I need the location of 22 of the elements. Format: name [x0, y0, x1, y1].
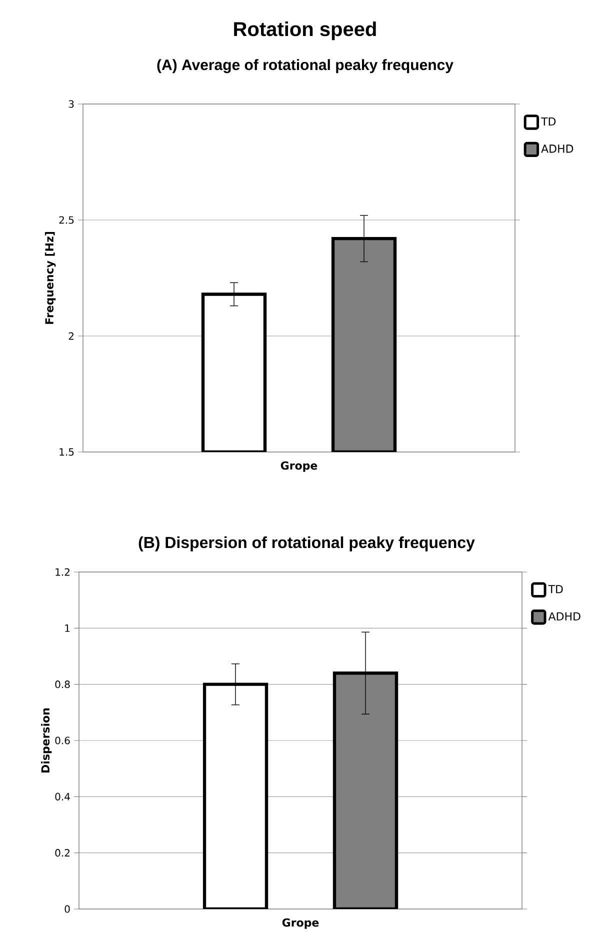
chart-title: (B) Dispersion of rotational peaky frequency: [138, 536, 475, 552]
y-tick-label: 0.8: [55, 680, 70, 688]
legend-label: TD: [548, 585, 563, 594]
legend-label: TD: [541, 117, 556, 126]
y-tick-label: 0: [64, 905, 70, 913]
y-axis-title: Frequency [Hz]: [44, 232, 56, 324]
legend-label: ADHD: [541, 144, 574, 153]
y-tick-label: 0.4: [55, 792, 70, 800]
legend-label: ADHD: [548, 612, 580, 620]
y-tick-label: 0.2: [55, 849, 70, 857]
y-tick-label: 1.5: [60, 448, 74, 456]
y-tick-label: 0.6: [55, 736, 70, 744]
x-axis-title: Grope: [282, 918, 319, 929]
y-tick-label: 1: [65, 624, 70, 632]
y-tick-label: 2.5: [59, 216, 74, 224]
chart-subtitle: (A) Average of rotational peaky frequency: [157, 59, 454, 74]
y-tick-label: 2: [68, 332, 74, 340]
x-axis-title: Grope: [280, 461, 318, 472]
chart-title: Rotation speed: [234, 22, 376, 40]
y-axis-title: Dispersion: [41, 708, 52, 772]
y-tick-label: 3: [68, 100, 74, 108]
y-tick-label: 1.2: [56, 568, 70, 576]
